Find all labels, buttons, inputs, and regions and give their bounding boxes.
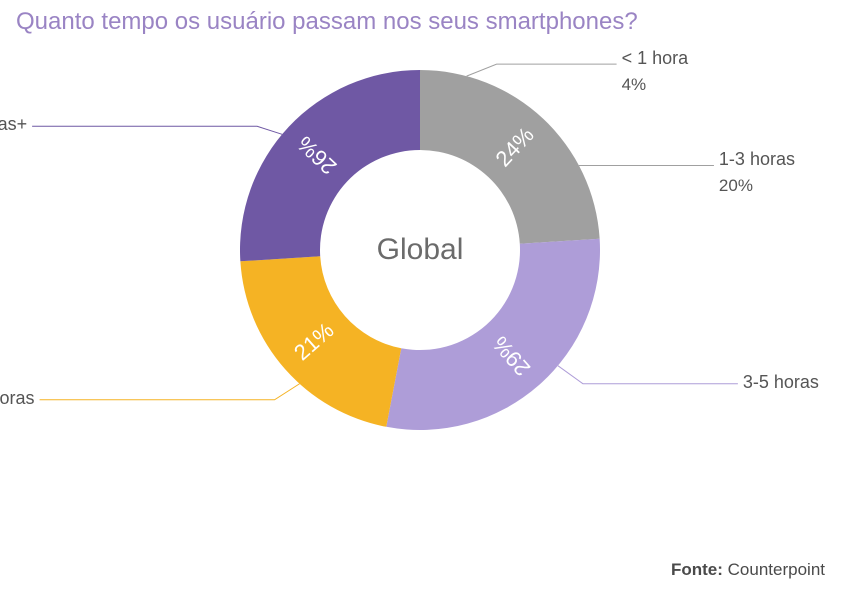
- callout-label: 1-3 horas: [719, 149, 795, 170]
- callout: 7 horas+: [0, 114, 27, 135]
- chart-title: Quanto tempo os usuário passam nos seus …: [16, 8, 638, 36]
- callout-label: 7 horas+: [0, 114, 27, 135]
- callout-label: < 1 hora: [622, 48, 689, 69]
- callout: 3-5 horas: [743, 372, 819, 393]
- source-text: Fonte: Counterpoint: [671, 560, 825, 580]
- chart-area: 24%29%21%26% Global < 1 hora4%1-3 horas2…: [0, 50, 845, 550]
- callout-value: 4%: [622, 75, 689, 95]
- callout-value: 20%: [719, 176, 795, 196]
- source-prefix: Fonte:: [671, 560, 723, 579]
- donut-slice: [386, 239, 600, 430]
- callout: 5-7 horas: [0, 388, 35, 409]
- callout: 1-3 horas 20%: [719, 149, 795, 196]
- callout-label: 3-5 horas: [743, 372, 819, 393]
- source-name: Counterpoint: [728, 560, 825, 579]
- callout: < 1 hora 4%: [622, 48, 689, 95]
- donut-chart: 24%29%21%26%: [240, 70, 600, 430]
- callout-label: 5-7 horas: [0, 388, 35, 409]
